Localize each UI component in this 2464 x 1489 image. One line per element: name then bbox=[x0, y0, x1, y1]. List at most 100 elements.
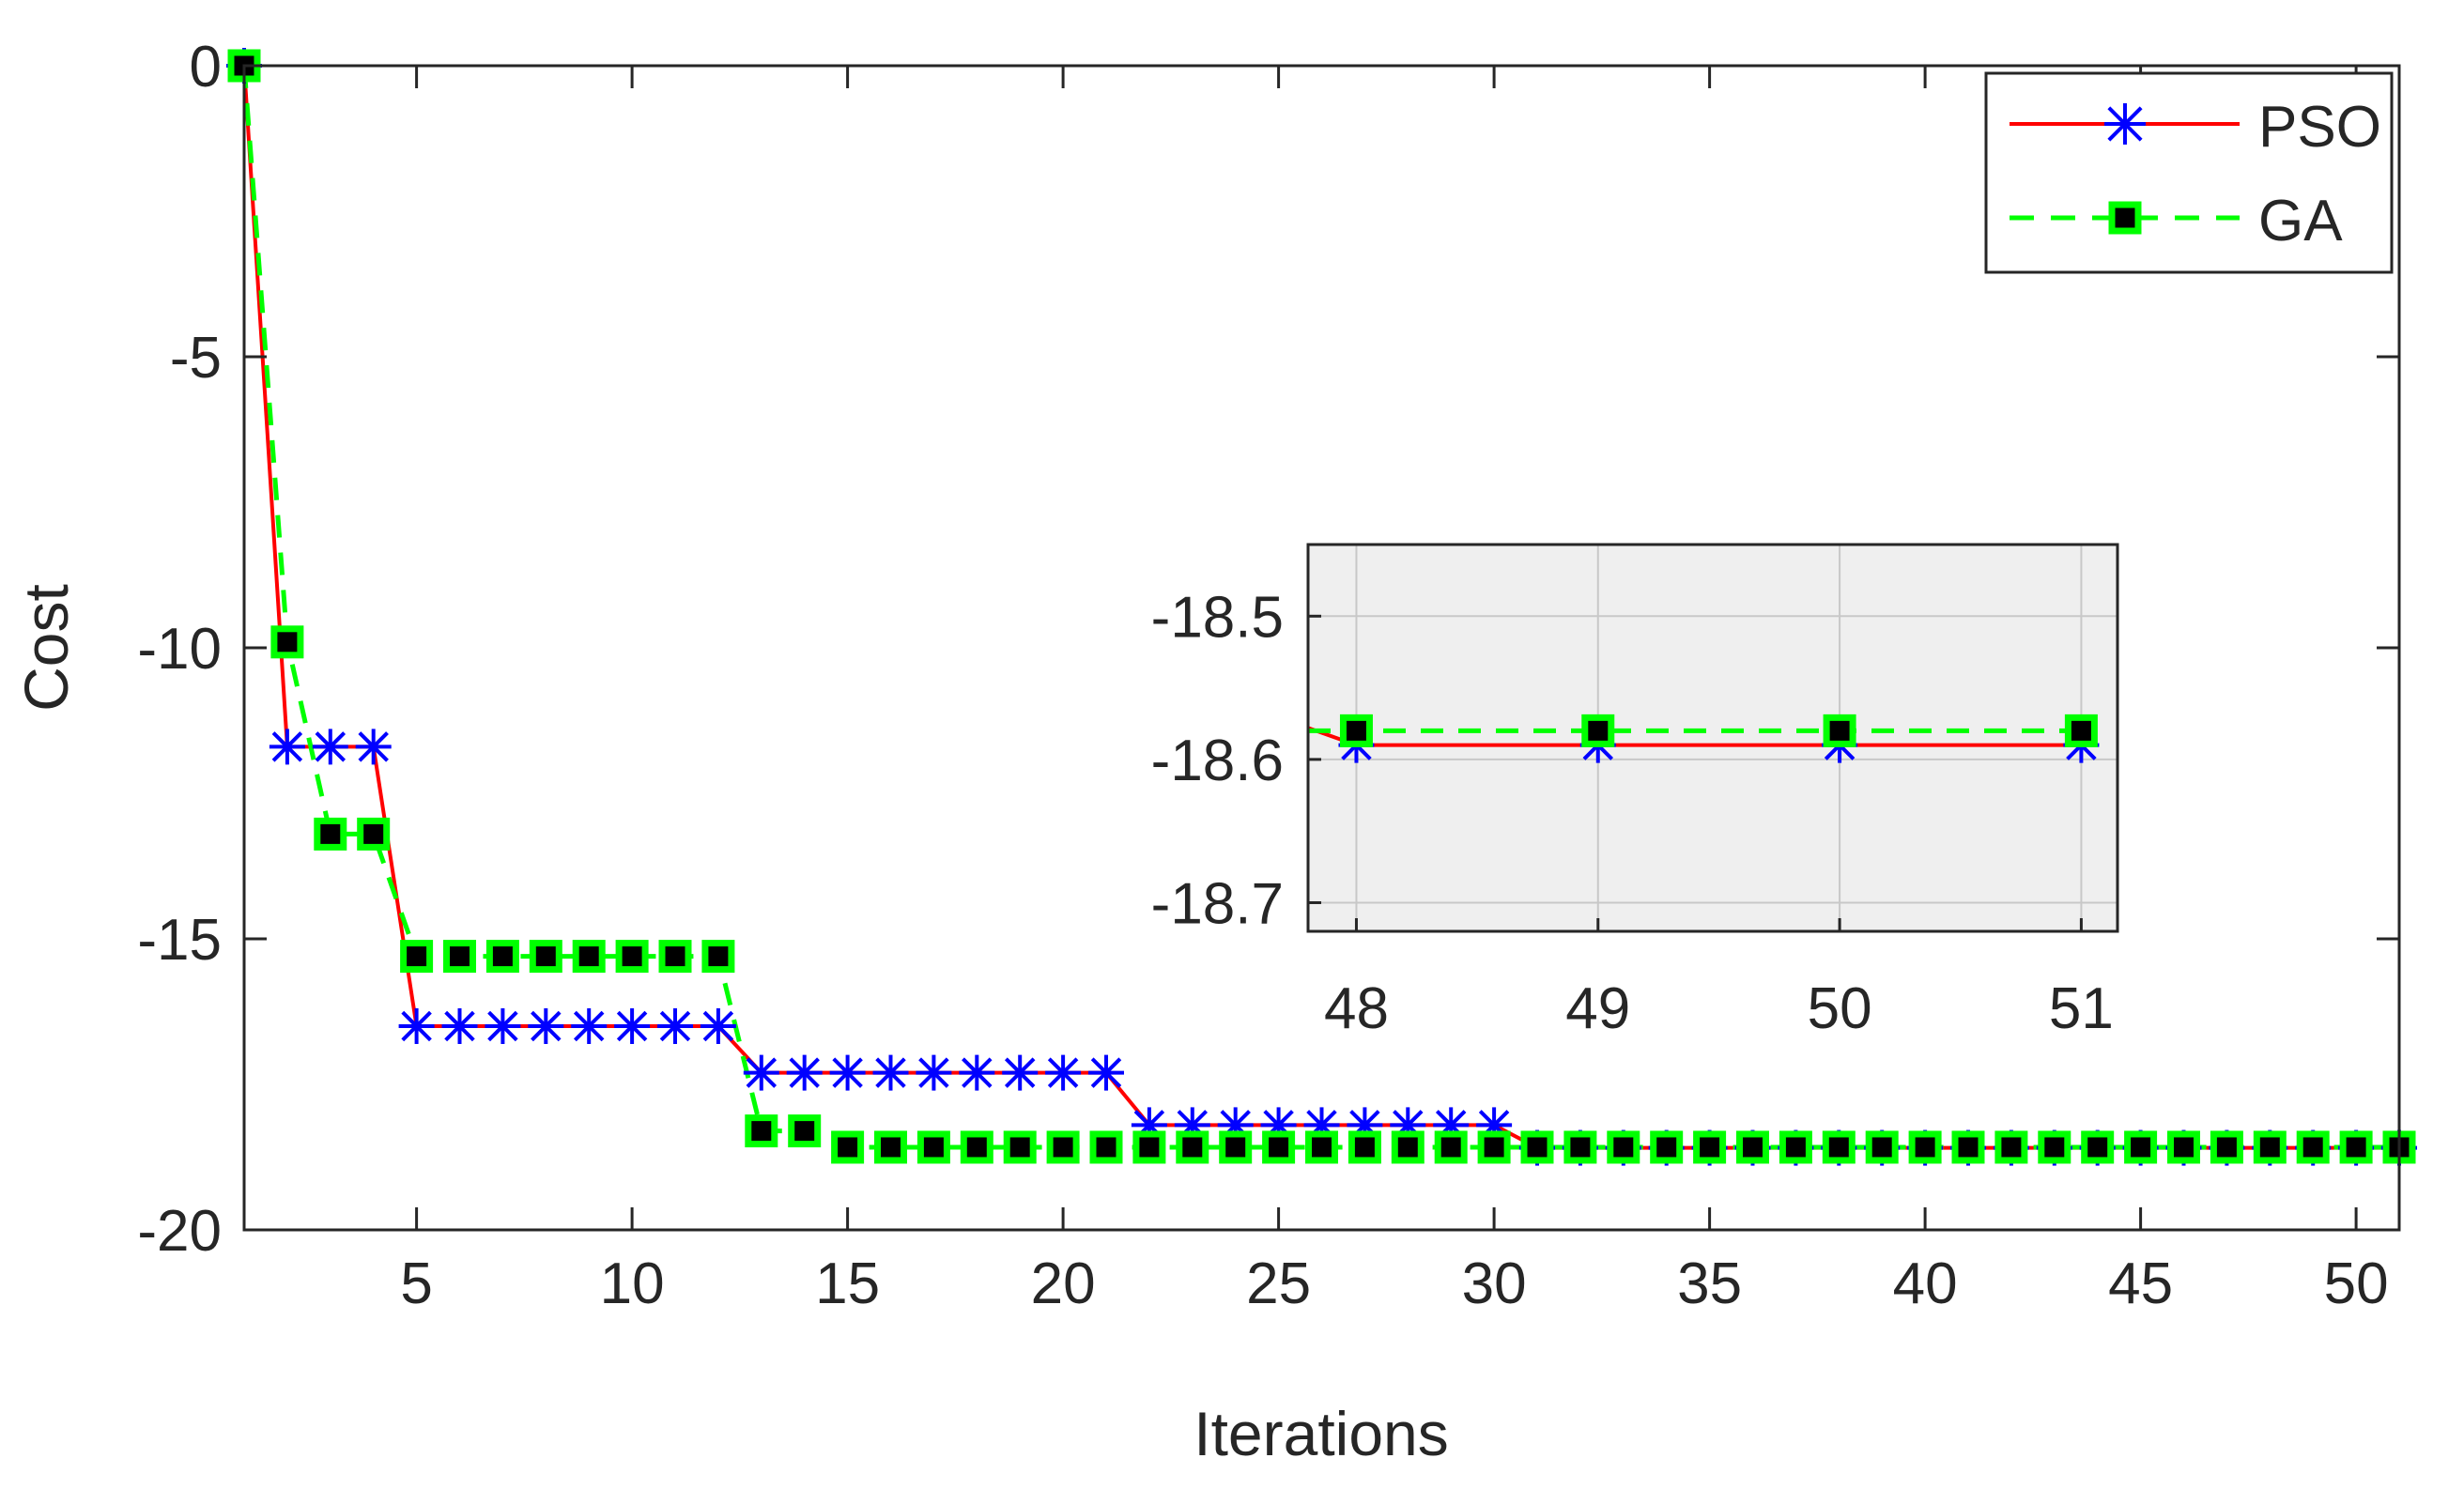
pso-marker bbox=[700, 1008, 736, 1044]
ga-marker bbox=[1003, 1130, 1037, 1164]
pso-marker bbox=[398, 1008, 435, 1044]
pso-marker bbox=[528, 1008, 564, 1044]
ga-marker bbox=[2081, 1130, 2115, 1164]
ga-marker bbox=[1132, 1130, 1166, 1164]
pso-marker bbox=[657, 1008, 693, 1044]
inset-x-tick-label: 51 bbox=[2049, 976, 2114, 1041]
inset-y-tick-label: -18.6 bbox=[1151, 729, 1284, 793]
inset-ga-marker bbox=[1823, 714, 1856, 747]
ga-marker bbox=[1348, 1130, 1381, 1164]
main-series-layer bbox=[226, 48, 2417, 1166]
pso-marker bbox=[571, 1008, 608, 1044]
ga-marker bbox=[1865, 1130, 1899, 1164]
inset-x-tick-label: 50 bbox=[1808, 976, 1872, 1041]
inset-ga-marker bbox=[1339, 714, 1373, 747]
ga-marker bbox=[1908, 1130, 1942, 1164]
legend-pso-asterisk bbox=[2104, 103, 2146, 145]
ga-marker bbox=[701, 940, 735, 974]
ga-marker bbox=[2339, 1130, 2373, 1164]
ga-marker bbox=[572, 940, 606, 974]
pso-marker bbox=[743, 1054, 779, 1091]
inset-x-tick-label: 49 bbox=[1565, 976, 1630, 1041]
ga-marker bbox=[2253, 1130, 2287, 1164]
ga-marker bbox=[1219, 1130, 1253, 1164]
ga-marker bbox=[1305, 1130, 1338, 1164]
ga-marker bbox=[1391, 1130, 1424, 1164]
legend-ga-label: GA bbox=[2258, 189, 2343, 253]
ga-marker bbox=[1650, 1130, 1684, 1164]
legend-pso-asterisk-marker bbox=[2104, 103, 2146, 145]
ga-marker bbox=[2124, 1130, 2158, 1164]
pso-marker bbox=[959, 1054, 995, 1091]
pso-marker bbox=[312, 729, 348, 765]
ga-marker bbox=[1434, 1130, 1468, 1164]
ga-marker bbox=[2210, 1130, 2243, 1164]
ga-marker bbox=[1520, 1130, 1554, 1164]
pso-marker bbox=[485, 1008, 521, 1044]
ga-marker bbox=[615, 940, 649, 974]
y-tick-label: -20 bbox=[137, 1199, 222, 1264]
ga-marker bbox=[1951, 1130, 1985, 1164]
ga-marker bbox=[2038, 1130, 2071, 1164]
inset-tick-layer: 48 49 50 51 -18.5 -18.6 -18.7 bbox=[1151, 585, 2114, 1041]
x-tick-label: 20 bbox=[1031, 1251, 1096, 1316]
pso-marker bbox=[1002, 1054, 1039, 1091]
y-axis-label: Cost bbox=[11, 584, 81, 712]
pso-marker bbox=[872, 1054, 909, 1091]
x-tick-label: 25 bbox=[1246, 1251, 1311, 1316]
ga-marker bbox=[400, 940, 434, 974]
ga-marker bbox=[1176, 1130, 1209, 1164]
inset-zoom-plot: 48 49 50 51 -18.5 -18.6 -18.7 bbox=[1151, 543, 2119, 1041]
ga-marker bbox=[1693, 1130, 1727, 1164]
pso-marker bbox=[829, 1054, 866, 1091]
inset-y-tick-label: -18.5 bbox=[1151, 585, 1284, 650]
pso-marker bbox=[786, 1054, 823, 1091]
ga-marker bbox=[443, 940, 476, 974]
inset-plot-area bbox=[1308, 545, 2118, 931]
ga-marker bbox=[529, 940, 562, 974]
ga-marker bbox=[2167, 1130, 2200, 1164]
x-axis-label: Iterations bbox=[1194, 1399, 1448, 1468]
ga-marker bbox=[745, 1114, 778, 1148]
y-tick-label: 0 bbox=[190, 35, 222, 100]
ga-marker bbox=[1779, 1130, 1812, 1164]
inset-plot-frame bbox=[1306, 543, 2119, 933]
y-tick-label: -10 bbox=[137, 617, 222, 682]
ga-marker bbox=[1046, 1130, 1080, 1164]
pso-marker bbox=[269, 729, 305, 765]
ga-marker bbox=[2296, 1130, 2330, 1164]
ga-marker bbox=[485, 940, 519, 974]
ga-marker bbox=[1736, 1130, 1769, 1164]
ga-marker bbox=[1262, 1130, 1296, 1164]
x-tick-label: 10 bbox=[600, 1251, 665, 1316]
ga-marker bbox=[1089, 1130, 1123, 1164]
ga-marker bbox=[1607, 1130, 1640, 1164]
pso-marker bbox=[614, 1008, 651, 1044]
inset-ga-marker bbox=[2064, 714, 2098, 747]
y-tick-label: -5 bbox=[170, 326, 222, 391]
ga-marker bbox=[788, 1114, 822, 1148]
x-tick-label: 45 bbox=[2108, 1251, 2173, 1316]
ga-marker bbox=[1477, 1130, 1511, 1164]
x-tick-label: 15 bbox=[815, 1251, 880, 1316]
ga-marker bbox=[1994, 1130, 2028, 1164]
pso-marker bbox=[355, 729, 392, 765]
legend-box bbox=[1984, 71, 2394, 274]
pso-marker bbox=[1088, 1054, 1124, 1091]
inset-x-tick-label: 48 bbox=[1324, 976, 1389, 1041]
x-tick-label: 50 bbox=[2324, 1251, 2389, 1316]
y-tick-label: -15 bbox=[137, 908, 222, 973]
pso-marker bbox=[916, 1054, 952, 1091]
ga-marker bbox=[357, 817, 391, 851]
inset-y-tick-label: -18.7 bbox=[1151, 871, 1284, 936]
ga-marker bbox=[314, 817, 347, 851]
legend-ga-marker bbox=[2108, 201, 2142, 235]
inset-ga-marker bbox=[1581, 714, 1615, 747]
main-tick-layer: 5 10 15 20 25 30 35 40 45 50 0 -5 -10 -15 -20 bbox=[137, 35, 2399, 1316]
ga-marker bbox=[831, 1130, 865, 1164]
pso-marker bbox=[1045, 1054, 1082, 1091]
ga-marker bbox=[1563, 1130, 1597, 1164]
ga-marker bbox=[874, 1130, 907, 1164]
x-tick-label: 40 bbox=[1893, 1251, 1958, 1316]
